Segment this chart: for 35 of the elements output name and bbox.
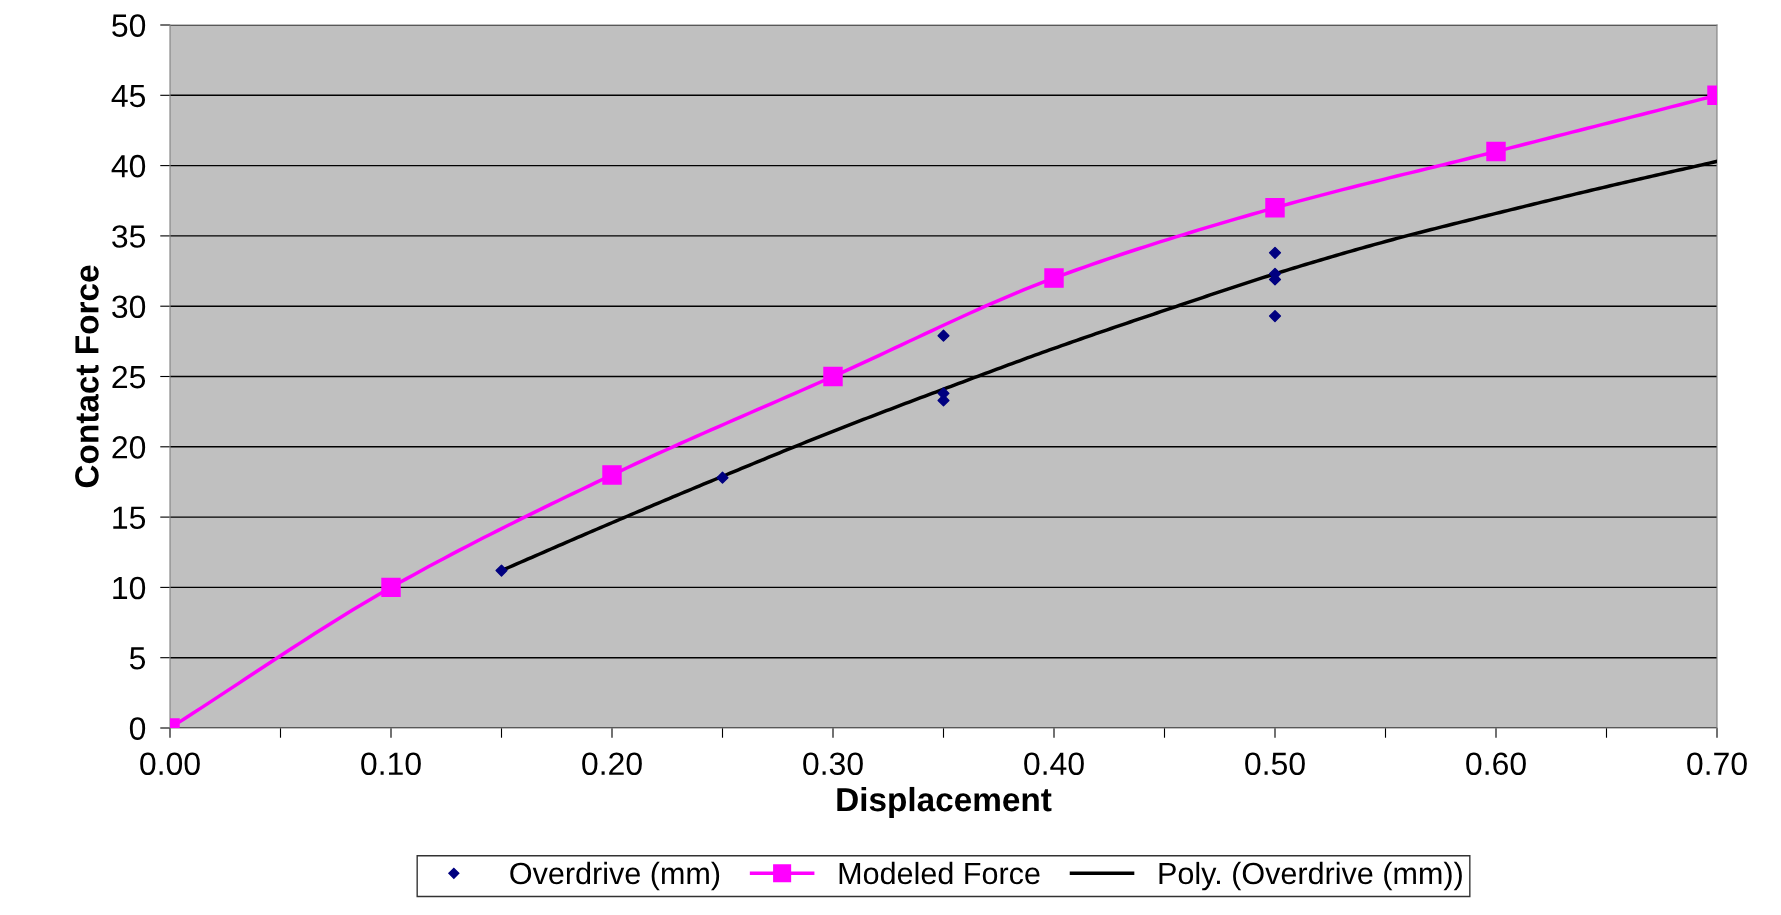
- y-tick-label: 5: [129, 647, 146, 670]
- x-tick-label: 0.20: [582, 752, 642, 776]
- point: [602, 465, 622, 485]
- point: [1268, 309, 1282, 323]
- y-tick-label: 30: [112, 295, 146, 319]
- x-tick-label: 0.30: [803, 752, 863, 776]
- point: [937, 329, 950, 342]
- x-tick-label: 0.60: [1466, 752, 1526, 776]
- point: [823, 366, 843, 387]
- point: [1044, 268, 1064, 288]
- x-tick-label: 0.40: [1024, 752, 1084, 776]
- x-tick-label: 0.10: [361, 752, 421, 776]
- point: [495, 564, 508, 577]
- y-tick-label: 10: [113, 576, 146, 600]
- x-axis-title: Displacement: [837, 786, 1052, 819]
- point: [1265, 198, 1285, 218]
- y-axis-title: Contact Force: [75, 265, 99, 488]
- point: [1486, 141, 1506, 162]
- y-tick-label: 20: [112, 436, 146, 459]
- y-tick-label: 45: [111, 84, 146, 108]
- x-tick-label: 0.70: [1687, 752, 1747, 776]
- point: [716, 471, 729, 484]
- point: [381, 577, 401, 598]
- point: [1268, 246, 1282, 259]
- x-tick-label: 0.00: [140, 752, 200, 776]
- y-tick-label: 0: [129, 717, 146, 740]
- x-tick-label: 0.50: [1245, 752, 1305, 776]
- y-tick-label: 35: [112, 225, 146, 248]
- legend-label: Overdrive (mm): [510, 861, 720, 891]
- y-tick-label: 15: [113, 506, 146, 529]
- y-tick-label: 50: [112, 14, 146, 37]
- legend-label: Modeled Force: [839, 861, 1040, 885]
- y-tick-label: 25: [112, 365, 146, 389]
- y-tick-label: 40: [111, 154, 146, 178]
- legend-label: Poly. (Overdrive (mm)): [1159, 861, 1462, 891]
